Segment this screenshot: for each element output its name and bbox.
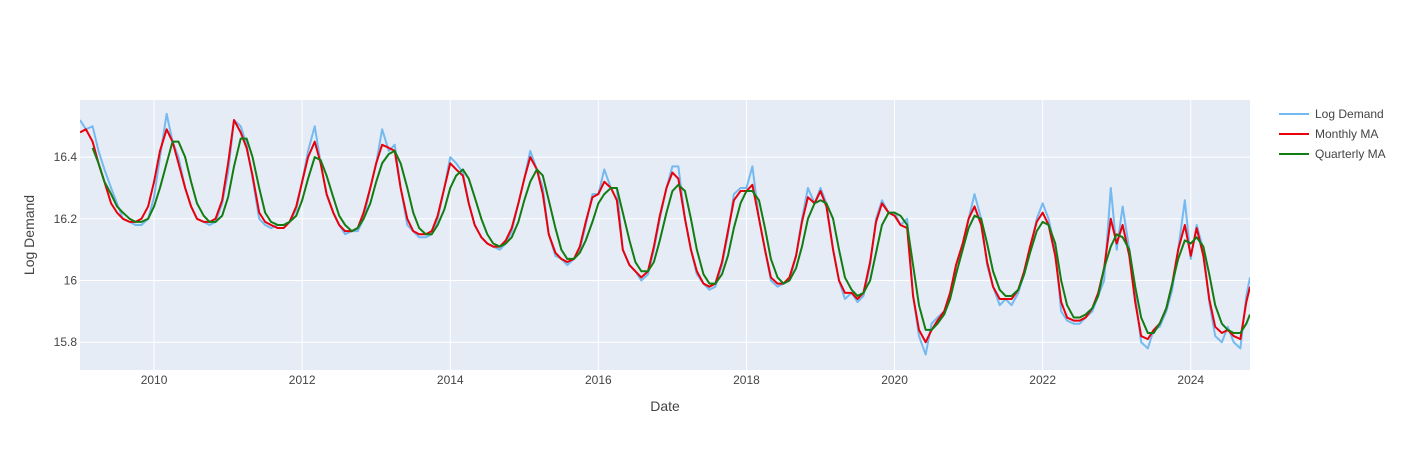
x-axis-ticks: 2010 2012 2014 2016 2018 2020 2022 2024	[141, 373, 1205, 387]
x-tick-label: 2022	[1029, 373, 1056, 387]
legend-item-log-demand[interactable]: Log Demand	[1279, 107, 1384, 121]
x-tick-label: 2018	[733, 373, 760, 387]
x-tick-label: 2016	[585, 373, 612, 387]
legend[interactable]: Log Demand Monthly MA Quarterly MA	[1279, 107, 1386, 161]
y-tick-label: 16.2	[54, 212, 78, 226]
y-tick-label: 15.8	[54, 335, 78, 349]
y-axis-ticks: 15.8 16 16.2 16.4	[54, 150, 78, 349]
x-axis-title: Date	[650, 398, 680, 414]
legend-item-monthly-ma[interactable]: Monthly MA	[1279, 127, 1378, 141]
legend-label: Log Demand	[1315, 107, 1384, 121]
y-axis-title: Log Demand	[21, 195, 37, 275]
y-tick-label: 16	[64, 274, 78, 288]
x-tick-label: 2020	[881, 373, 908, 387]
y-tick-label: 16.4	[54, 150, 78, 164]
legend-label: Monthly MA	[1315, 127, 1378, 141]
x-tick-label: 2010	[141, 373, 168, 387]
x-tick-label: 2012	[289, 373, 316, 387]
x-tick-label: 2024	[1177, 373, 1204, 387]
series-line-monthly-ma	[80, 119, 1250, 344]
grid	[80, 100, 1250, 370]
legend-label: Quarterly MA	[1315, 147, 1386, 161]
plot-area	[80, 100, 1250, 370]
series-lines	[80, 112, 1250, 356]
x-tick-label: 2014	[437, 373, 464, 387]
legend-item-quarterly-ma[interactable]: Quarterly MA	[1279, 147, 1386, 161]
series-line-quarterly-ma	[91, 137, 1250, 334]
